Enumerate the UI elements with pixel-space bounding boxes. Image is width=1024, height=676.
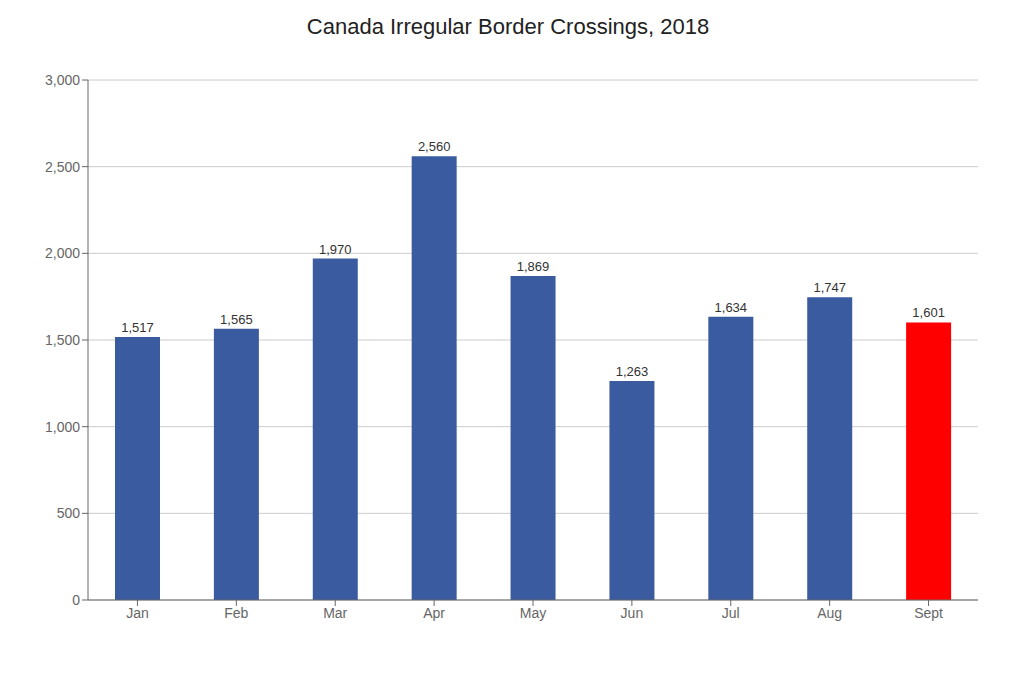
svg-text:Mar: Mar	[323, 605, 347, 621]
svg-text:Aug: Aug	[817, 605, 842, 621]
svg-text:1,601: 1,601	[912, 305, 945, 320]
svg-text:Jul: Jul	[722, 605, 740, 621]
svg-text:0: 0	[72, 592, 80, 608]
svg-text:2,000: 2,000	[45, 245, 80, 261]
svg-text:2,560: 2,560	[418, 139, 451, 154]
svg-text:May: May	[520, 605, 546, 621]
svg-text:1,869: 1,869	[517, 259, 550, 274]
svg-text:Jun: Jun	[621, 605, 644, 621]
svg-text:3,000: 3,000	[45, 72, 80, 88]
svg-text:Sept: Sept	[914, 605, 943, 621]
svg-text:1,263: 1,263	[616, 364, 649, 379]
svg-text:1,000: 1,000	[45, 419, 80, 435]
svg-text:1,747: 1,747	[813, 280, 846, 295]
html-text:Canada Irregular Border Crossi: Canada Irregular Border Crossings, 2018	[306, 14, 710, 39]
svg-text:1,634: 1,634	[715, 300, 748, 315]
svg-text:1,970: 1,970	[319, 242, 352, 257]
svg-text:Feb: Feb	[224, 605, 248, 621]
svg-text:2,500: 2,500	[45, 159, 80, 175]
svg-text:1,565: 1,565	[220, 312, 253, 327]
svg-text:Apr: Apr	[423, 605, 445, 621]
svg-text:Jan: Jan	[126, 605, 149, 621]
svg-text:500: 500	[57, 505, 81, 521]
svg-text:1,500: 1,500	[45, 332, 80, 348]
svg-text:1,517: 1,517	[121, 320, 154, 335]
